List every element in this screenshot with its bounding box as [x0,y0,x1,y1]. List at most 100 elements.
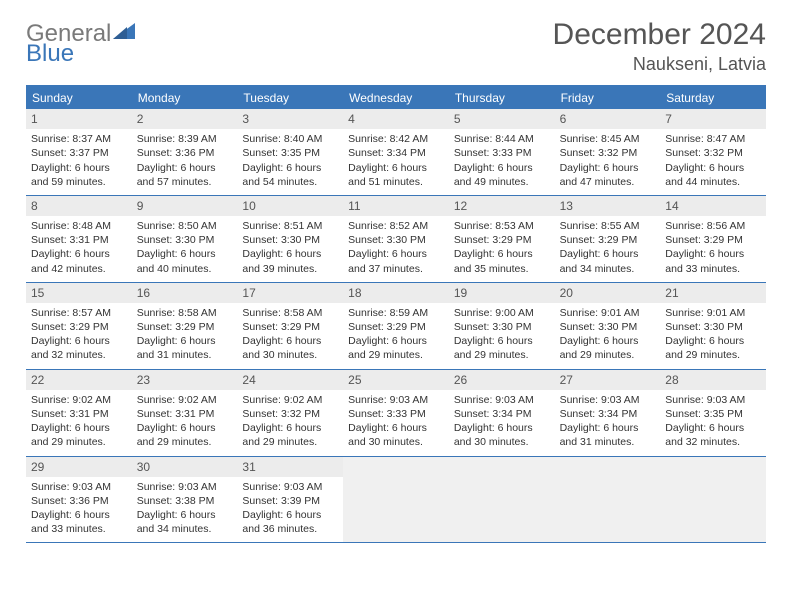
sunset-line: Sunset: 3:32 PM [242,407,338,421]
sunset-line: Sunset: 3:30 PM [242,233,338,247]
sunset-line: Sunset: 3:29 PM [454,233,550,247]
dow-tuesday: Tuesday [237,87,343,109]
daylight-line: Daylight: 6 hours and 33 minutes. [665,247,761,275]
daylight-line: Daylight: 6 hours and 35 minutes. [454,247,550,275]
day-cell: 10 Sunrise: 8:51 AMSunset: 3:30 PMDayligh… [237,196,343,282]
day-number: 17 [237,283,343,303]
day-number: 15 [26,283,132,303]
sunrise-line: Sunrise: 8:45 AM [560,132,656,146]
dow-monday: Monday [132,87,238,109]
dow-wednesday: Wednesday [343,87,449,109]
daylight-line: Daylight: 6 hours and 29 minutes. [560,334,656,362]
sunset-line: Sunset: 3:32 PM [665,146,761,160]
day-number: 12 [449,196,555,216]
sunrise-line: Sunrise: 8:53 AM [454,219,550,233]
day-cell: 2Sunrise: 8:39 AMSunset: 3:36 PMDaylight… [132,109,238,195]
daylight-line: Daylight: 6 hours and 29 minutes. [454,334,550,362]
day-of-week-header: Sunday Monday Tuesday Wednesday Thursday… [26,87,766,109]
day-cell-empty [343,457,449,543]
sunset-line: Sunset: 3:31 PM [31,233,127,247]
sunrise-line: Sunrise: 8:59 AM [348,306,444,320]
day-number: 7 [660,109,766,129]
day-cell: 6Sunrise: 8:45 AMSunset: 3:32 PMDaylight… [555,109,661,195]
day-number: 30 [132,457,238,477]
day-cell: 25Sunrise: 9:03 AMSunset: 3:33 PMDayligh… [343,370,449,456]
day-cell: 30Sunrise: 9:03 AMSunset: 3:38 PMDayligh… [132,457,238,543]
day-number: 23 [132,370,238,390]
daylight-line: Daylight: 6 hours and 47 minutes. [560,161,656,189]
daylight-line: Daylight: 6 hours and 37 minutes. [348,247,444,275]
day-number: 8 [26,196,132,216]
day-cell: 23Sunrise: 9:02 AMSunset: 3:31 PMDayligh… [132,370,238,456]
sunset-line: Sunset: 3:29 PM [137,320,233,334]
sunrise-line: Sunrise: 9:03 AM [665,393,761,407]
sunrise-line: Sunrise: 8:37 AM [31,132,127,146]
sunset-line: Sunset: 3:39 PM [242,494,338,508]
day-number: 28 [660,370,766,390]
brand-logo: General Blue [26,22,135,70]
daylight-line: Daylight: 6 hours and 30 minutes. [348,421,444,449]
daylight-line: Daylight: 6 hours and 32 minutes. [31,334,127,362]
week-row: 8Sunrise: 8:48 AMSunset: 3:31 PMDaylight… [26,196,766,283]
sunset-line: Sunset: 3:30 PM [137,233,233,247]
sunset-line: Sunset: 3:33 PM [454,146,550,160]
day-number: 26 [449,370,555,390]
day-cell: 8 Sunrise: 8:48 AMSunset: 3:31 PMDaylight… [26,196,132,282]
daylight-line: Daylight: 6 hours and 49 minutes. [454,161,550,189]
sunset-line: Sunset: 3:31 PM [31,407,127,421]
sunset-line: Sunset: 3:30 PM [560,320,656,334]
calendar-grid: Sunday Monday Tuesday Wednesday Thursday… [26,85,766,543]
day-number: 29 [26,457,132,477]
daylight-line: Daylight: 6 hours and 39 minutes. [242,247,338,275]
daylight-line: Daylight: 6 hours and 59 minutes. [31,161,127,189]
header: General Blue December 2024 Naukseni, Lat… [26,18,766,75]
day-cell: 28Sunrise: 9:03 AMSunset: 3:35 PMDayligh… [660,370,766,456]
sunset-line: Sunset: 3:34 PM [348,146,444,160]
day-number: 5 [449,109,555,129]
sunrise-line: Sunrise: 8:48 AM [31,219,127,233]
sunrise-line: Sunrise: 9:01 AM [560,306,656,320]
sunset-line: Sunset: 3:29 PM [665,233,761,247]
title-block: December 2024 Naukseni, Latvia [553,18,766,75]
daylight-line: Daylight: 6 hours and 36 minutes. [242,508,338,536]
sunrise-line: Sunrise: 9:03 AM [454,393,550,407]
sunrise-line: Sunrise: 9:02 AM [31,393,127,407]
sunrise-line: Sunrise: 8:47 AM [665,132,761,146]
logo-word-blue: Blue [26,40,74,67]
day-cell: 29Sunrise: 9:03 AMSunset: 3:36 PMDayligh… [26,457,132,543]
daylight-line: Daylight: 6 hours and 57 minutes. [137,161,233,189]
daylight-line: Daylight: 6 hours and 42 minutes. [31,247,127,275]
day-cell: 11Sunrise: 8:52 AMSunset: 3:30 PMDayligh… [343,196,449,282]
sunset-line: Sunset: 3:31 PM [137,407,233,421]
day-number: 10 [237,196,343,216]
daylight-line: Daylight: 6 hours and 33 minutes. [31,508,127,536]
daylight-line: Daylight: 6 hours and 29 minutes. [242,421,338,449]
sunset-line: Sunset: 3:38 PM [137,494,233,508]
sunrise-line: Sunrise: 9:03 AM [31,480,127,494]
day-cell: 17Sunrise: 8:58 AMSunset: 3:29 PMDayligh… [237,283,343,369]
sunrise-line: Sunrise: 8:56 AM [665,219,761,233]
day-cell-empty [660,457,766,543]
sunset-line: Sunset: 3:29 PM [560,233,656,247]
day-cell: 31Sunrise: 9:03 AMSunset: 3:39 PMDayligh… [237,457,343,543]
sunset-line: Sunset: 3:29 PM [31,320,127,334]
day-number: 3 [237,109,343,129]
sunrise-line: Sunrise: 9:03 AM [348,393,444,407]
day-cell: 9Sunrise: 8:50 AMSunset: 3:30 PMDaylight… [132,196,238,282]
sunrise-line: Sunrise: 8:51 AM [242,219,338,233]
sunset-line: Sunset: 3:36 PM [137,146,233,160]
daylight-line: Daylight: 6 hours and 29 minutes. [348,334,444,362]
logo-text: General Blue [26,22,135,70]
day-number: 1 [26,109,132,129]
day-cell: 13Sunrise: 8:55 AMSunset: 3:29 PMDayligh… [555,196,661,282]
sunrise-line: Sunrise: 9:02 AM [242,393,338,407]
sunrise-line: Sunrise: 9:03 AM [242,480,338,494]
location-label: Naukseni, Latvia [553,54,766,75]
daylight-line: Daylight: 6 hours and 54 minutes. [242,161,338,189]
sunset-line: Sunset: 3:37 PM [31,146,127,160]
day-cell: 3Sunrise: 8:40 AMSunset: 3:35 PMDaylight… [237,109,343,195]
day-number: 25 [343,370,449,390]
daylight-line: Daylight: 6 hours and 40 minutes. [137,247,233,275]
day-cell: 12 Sunrise: 8:53 AMSunset: 3:29 PMDayligh… [449,196,555,282]
sunrise-line: Sunrise: 9:03 AM [137,480,233,494]
